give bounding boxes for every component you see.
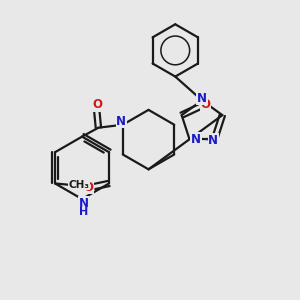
- Text: O: O: [92, 98, 102, 111]
- Text: N: N: [208, 134, 218, 147]
- Text: –H: –H: [205, 135, 218, 145]
- Text: N: N: [197, 92, 207, 105]
- Text: CH₃: CH₃: [69, 180, 90, 190]
- Text: N: N: [191, 133, 201, 146]
- Text: N: N: [116, 115, 126, 128]
- Text: O: O: [83, 181, 93, 194]
- Text: N: N: [79, 197, 88, 210]
- Text: O: O: [200, 98, 210, 111]
- Text: H: H: [79, 206, 88, 217]
